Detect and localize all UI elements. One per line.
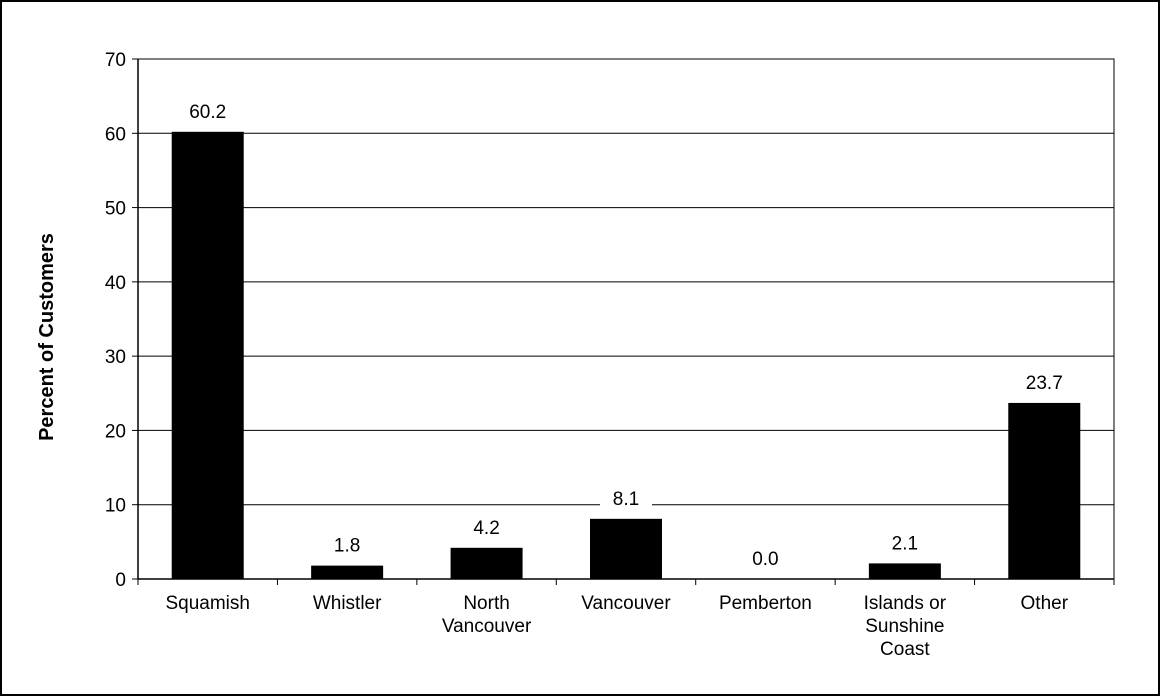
data-label-bg <box>878 529 931 556</box>
y-tick-label: 60 <box>105 124 126 145</box>
data-label: 8.1 <box>613 489 639 510</box>
data-label: 1.8 <box>334 536 360 557</box>
data-label-bg <box>321 531 374 558</box>
data-label: 4.2 <box>473 518 499 539</box>
data-label-bg <box>181 97 234 124</box>
bar <box>450 547 523 579</box>
data-label-bg <box>600 484 652 511</box>
data-label: 23.7 <box>1026 373 1063 394</box>
axes <box>132 58 1115 585</box>
x-tick-label: Other <box>1021 593 1069 614</box>
y-tick-label: 70 <box>105 50 126 71</box>
y-axis-label: Percent of Customers <box>36 233 58 441</box>
data-label: 60.2 <box>189 102 226 123</box>
y-tick-label: 40 <box>105 273 126 294</box>
bar <box>171 131 244 580</box>
data-label-bg <box>1018 368 1071 395</box>
x-tick-label: Pemberton <box>719 593 812 614</box>
y-tick-label: 50 <box>105 199 126 220</box>
x-tick-label: Vancouver <box>442 616 532 637</box>
y-tick-label: 0 <box>115 570 126 591</box>
data-labels: 60.2 1.8 4.2 8.1 0.0 2.1 23.7 <box>181 97 1071 571</box>
x-tick-label: Coast <box>880 639 930 660</box>
data-label: 0.0 <box>752 549 778 570</box>
bar <box>311 565 384 579</box>
data-label-bg <box>460 513 513 540</box>
x-tick-label: Squamish <box>165 593 250 614</box>
y-tick-label: 30 <box>105 347 126 368</box>
x-tick-label: Islands or <box>864 593 947 614</box>
y-tick-label: 20 <box>105 421 126 442</box>
y-tick-labels: 0 10 20 30 40 50 60 70 <box>105 50 126 591</box>
data-label: 2.1 <box>892 533 918 554</box>
x-tick-label: Sunshine <box>865 616 944 637</box>
y-tick-label: 10 <box>105 496 126 517</box>
data-label-bg <box>739 545 792 571</box>
x-tick-label: North <box>463 593 509 614</box>
bar <box>868 563 941 579</box>
bar <box>590 518 662 579</box>
x-tick-label: Whistler <box>313 593 382 614</box>
bars <box>171 131 1081 580</box>
bar <box>1008 402 1081 579</box>
x-tick-label: Vancouver <box>581 593 671 614</box>
